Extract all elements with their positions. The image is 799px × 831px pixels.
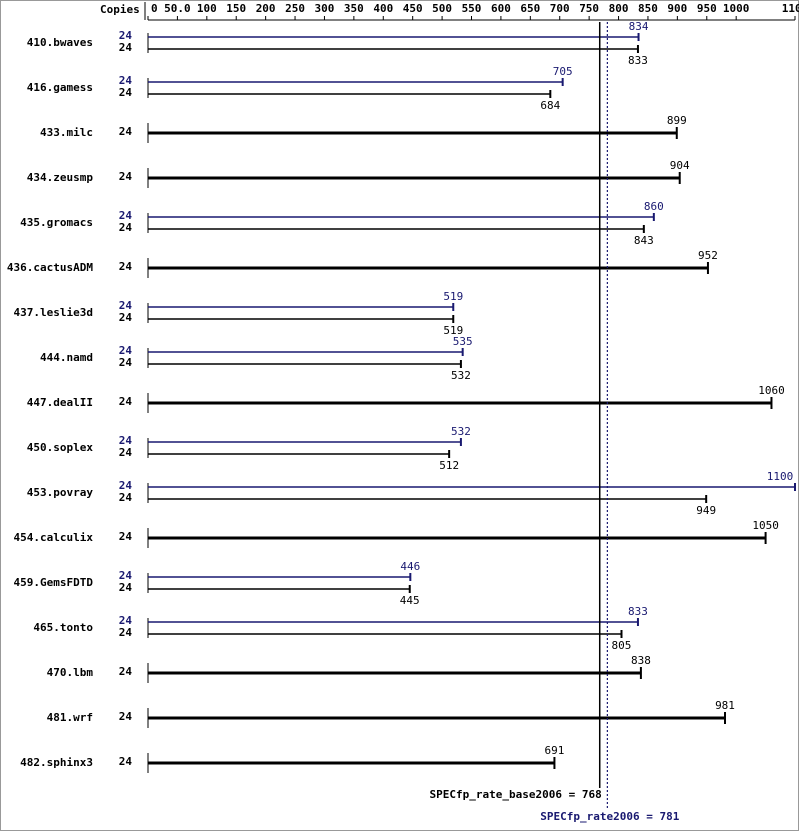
benchmark-name: 481.wrf bbox=[47, 711, 93, 724]
value-label: 535 bbox=[453, 335, 473, 348]
copies-label: 24 bbox=[119, 170, 133, 183]
value-label: 512 bbox=[439, 459, 459, 472]
x-tick-label: 650 bbox=[520, 2, 540, 15]
benchmark-name: 465.tonto bbox=[33, 621, 93, 634]
benchmark-name: 447.dealII bbox=[27, 396, 93, 409]
copies-label: 24 bbox=[119, 446, 133, 459]
copies-label: 24 bbox=[119, 434, 133, 447]
copies-label: 24 bbox=[119, 530, 133, 543]
copies-label: 24 bbox=[119, 479, 133, 492]
x-tick-label: 1100 bbox=[782, 2, 799, 15]
benchmark-name: 436.cactusADM bbox=[7, 261, 93, 274]
value-label: 1060 bbox=[758, 384, 785, 397]
x-tick-label: 200 bbox=[256, 2, 276, 15]
copies-label: 24 bbox=[119, 311, 133, 324]
value-label: 899 bbox=[667, 114, 687, 127]
reference-label: SPECfp_rate2006 = 781 bbox=[540, 810, 679, 823]
value-label: 519 bbox=[443, 324, 463, 337]
x-tick-label: 600 bbox=[491, 2, 511, 15]
x-tick-label: 850 bbox=[638, 2, 658, 15]
value-label: 834 bbox=[629, 20, 649, 33]
copies-label: 24 bbox=[119, 395, 133, 408]
axis-label: Copies bbox=[100, 3, 140, 16]
copies-label: 24 bbox=[119, 344, 133, 357]
value-label: 833 bbox=[628, 54, 648, 67]
value-label: 519 bbox=[443, 290, 463, 303]
copies-label: 24 bbox=[119, 86, 133, 99]
x-tick-label: 400 bbox=[373, 2, 393, 15]
value-label: 949 bbox=[696, 504, 716, 517]
x-tick-label: 50.0 bbox=[164, 2, 191, 15]
value-label: 532 bbox=[451, 369, 471, 382]
copies-label: 24 bbox=[119, 665, 133, 678]
benchmark-name: 450.soplex bbox=[27, 441, 94, 454]
value-label: 860 bbox=[644, 200, 664, 213]
x-tick-label: 900 bbox=[667, 2, 687, 15]
x-tick-label: 100 bbox=[197, 2, 217, 15]
copies-label: 24 bbox=[119, 581, 133, 594]
value-label: 904 bbox=[670, 159, 690, 172]
x-tick-label: 450 bbox=[403, 2, 423, 15]
copies-label: 24 bbox=[119, 614, 133, 627]
value-label: 684 bbox=[540, 99, 560, 112]
value-label: 705 bbox=[553, 65, 573, 78]
value-label: 952 bbox=[698, 249, 718, 262]
copies-label: 24 bbox=[119, 626, 133, 639]
copies-label: 24 bbox=[119, 29, 133, 42]
reference-label: SPECfp_rate_base2006 = 768 bbox=[430, 788, 602, 801]
value-label: 838 bbox=[631, 654, 651, 667]
x-tick-label: 150 bbox=[226, 2, 246, 15]
x-tick-label: 750 bbox=[579, 2, 599, 15]
value-label: 805 bbox=[612, 639, 632, 652]
x-tick-label: 0 bbox=[151, 2, 158, 15]
copies-label: 24 bbox=[119, 41, 133, 54]
value-label: 1050 bbox=[752, 519, 779, 532]
benchmark-name: 459.GemsFDTD bbox=[14, 576, 94, 589]
benchmark-name: 433.milc bbox=[40, 126, 93, 139]
copies-label: 24 bbox=[119, 299, 133, 312]
benchmark-name: 444.namd bbox=[40, 351, 93, 364]
copies-label: 24 bbox=[119, 209, 133, 222]
x-tick-label: 550 bbox=[462, 2, 482, 15]
benchmark-name: 437.leslie3d bbox=[14, 306, 93, 319]
copies-label: 24 bbox=[119, 755, 133, 768]
x-tick-label: 700 bbox=[550, 2, 570, 15]
copies-label: 24 bbox=[119, 356, 133, 369]
value-label: 445 bbox=[400, 594, 420, 607]
x-tick-label: 500 bbox=[432, 2, 452, 15]
x-tick-label: 800 bbox=[609, 2, 629, 15]
benchmark-name: 454.calculix bbox=[14, 531, 94, 544]
copies-label: 24 bbox=[119, 221, 133, 234]
copies-label: 24 bbox=[119, 260, 133, 273]
value-label: 981 bbox=[715, 699, 735, 712]
value-label: 843 bbox=[634, 234, 654, 247]
copies-label: 24 bbox=[119, 74, 133, 87]
value-label: 446 bbox=[400, 560, 420, 573]
x-tick-label: 350 bbox=[344, 2, 364, 15]
x-tick-label: 1000 bbox=[723, 2, 750, 15]
copies-label: 24 bbox=[119, 491, 133, 504]
x-tick-label: 300 bbox=[315, 2, 335, 15]
benchmark-name: 416.gamess bbox=[27, 81, 93, 94]
copies-label: 24 bbox=[119, 710, 133, 723]
benchmark-name: 453.povray bbox=[27, 486, 94, 499]
value-label: 691 bbox=[544, 744, 564, 757]
benchmark-name: 435.gromacs bbox=[20, 216, 93, 229]
copies-label: 24 bbox=[119, 125, 133, 138]
benchmark-name: 434.zeusmp bbox=[27, 171, 94, 184]
benchmark-name: 470.lbm bbox=[47, 666, 94, 679]
benchmark-name: 410.bwaves bbox=[27, 36, 93, 49]
value-label: 1100 bbox=[767, 470, 794, 483]
value-label: 833 bbox=[628, 605, 648, 618]
copies-label: 24 bbox=[119, 569, 133, 582]
benchmark-name: 482.sphinx3 bbox=[20, 756, 93, 769]
x-tick-label: 950 bbox=[697, 2, 717, 15]
x-tick-label: 250 bbox=[285, 2, 305, 15]
value-label: 532 bbox=[451, 425, 471, 438]
